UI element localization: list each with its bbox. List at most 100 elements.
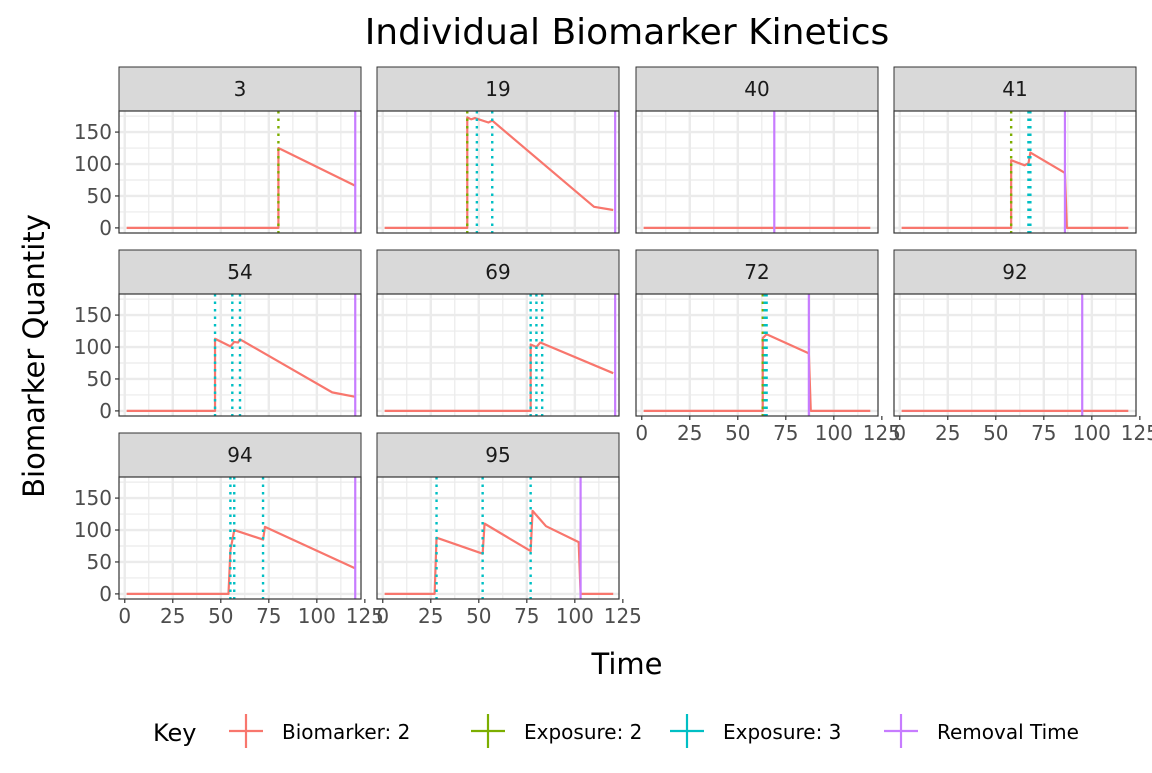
legend-entry: Exposure: 2 xyxy=(471,714,642,748)
facet-strip-label: 92 xyxy=(1002,260,1027,284)
x-tick-label: 100 xyxy=(815,421,853,445)
x-tick-label: 125 xyxy=(346,604,384,628)
legend-entries: Biomarker: 2 Exposure: 2 Exposure: 3 Remova… xyxy=(229,714,1079,748)
facet-panel-19: 19 xyxy=(376,66,620,234)
biomarker-line xyxy=(384,509,614,595)
y-tick-label: 100 xyxy=(74,335,112,359)
x-tick-label: 50 xyxy=(725,421,750,445)
facet-strip xyxy=(893,66,1137,112)
plot-content xyxy=(377,111,619,233)
plot-content xyxy=(377,477,619,599)
facet-panel-92: 92 0 25 50 75 100 125 xyxy=(893,249,1152,445)
x-tick-label: 125 xyxy=(863,421,901,445)
facet-strip xyxy=(118,249,362,295)
panel-border xyxy=(893,110,1137,234)
facet-panel-94: 94 0 50 100 150 0 25 50 75 100 125 xyxy=(74,432,384,628)
panel-border xyxy=(118,293,362,417)
y-tick-label: 150 xyxy=(74,120,112,144)
legend-entry: Removal Time xyxy=(884,714,1079,748)
x-tick-label: 0 xyxy=(118,604,131,628)
legend-label: Exposure: 3 xyxy=(723,720,841,744)
panel-border xyxy=(118,110,362,234)
legend-title: Key xyxy=(153,719,197,747)
facet-strip xyxy=(635,249,879,295)
panel-border xyxy=(376,293,620,417)
x-tick-label: 75 xyxy=(256,604,281,628)
x-tick-label: 50 xyxy=(208,604,233,628)
x-tick-label: 125 xyxy=(604,604,642,628)
facet-strip-label: 41 xyxy=(1002,77,1027,101)
panel-border xyxy=(118,476,362,600)
facet-strip-label: 19 xyxy=(485,77,510,101)
plot-content xyxy=(894,294,1136,416)
legend-entry: Exposure: 3 xyxy=(670,714,841,748)
x-tick-label: 75 xyxy=(1031,421,1056,445)
facet-strip xyxy=(893,249,1137,295)
y-tick-label: 50 xyxy=(87,550,112,574)
plot-area xyxy=(894,294,1136,416)
panel-border xyxy=(635,110,879,234)
facet-panel-72: 72 0 25 50 75 100 125 xyxy=(635,249,901,445)
facet-panel-41: 41 xyxy=(893,66,1137,234)
y-axis-title: Biomarker Quantity xyxy=(17,214,51,498)
x-tick-label: 25 xyxy=(160,604,185,628)
x-tick-label: 25 xyxy=(418,604,443,628)
facet-strip-label: 69 xyxy=(485,260,510,284)
panel-border xyxy=(893,293,1137,417)
chart-title: Individual Biomarker Kinetics xyxy=(365,12,890,53)
panel-border xyxy=(635,293,879,417)
plot-content xyxy=(119,294,361,416)
biomarker-line xyxy=(901,151,1129,229)
x-tick-label: 125 xyxy=(1121,421,1152,445)
x-tick-label: 0 xyxy=(635,421,648,445)
x-tick-label: 100 xyxy=(556,604,594,628)
facet-strip-label: 72 xyxy=(744,260,769,284)
legend-entry: Biomarker: 2 xyxy=(229,714,410,748)
facet-strip xyxy=(376,249,620,295)
plot-area xyxy=(377,477,619,599)
x-axis-title: Time xyxy=(591,647,663,681)
facet-strip xyxy=(118,66,362,112)
plot-content xyxy=(636,111,878,233)
legend: Key Biomarker: 2 Exposure: 2 Exposure: 3 Re… xyxy=(153,714,1079,748)
plot-area xyxy=(636,294,878,416)
biomarker-line xyxy=(126,337,356,412)
y-tick-label: 100 xyxy=(74,152,112,176)
biomarker-line xyxy=(384,341,614,412)
facet-panel-40: 40 xyxy=(635,66,879,234)
x-tick-label: 50 xyxy=(466,604,491,628)
facet-strip xyxy=(376,432,620,478)
plot-area xyxy=(119,111,361,233)
plot-content xyxy=(377,294,619,416)
x-tick-label: 25 xyxy=(677,421,702,445)
y-tick-label: 0 xyxy=(99,582,112,606)
x-tick-label: 75 xyxy=(514,604,539,628)
facet-strip xyxy=(635,66,879,112)
biomarker-line xyxy=(384,116,614,229)
plot-area xyxy=(377,111,619,233)
facet-panels: 3 0 50 100 150 19 40 41 54 0 50 100 150 69 72 0 25 50 75 10… xyxy=(74,66,1152,628)
facet-strip-label: 94 xyxy=(227,443,252,467)
y-tick-label: 150 xyxy=(74,303,112,327)
facet-strip-label: 54 xyxy=(227,260,252,284)
x-tick-label: 25 xyxy=(935,421,960,445)
plot-area xyxy=(894,111,1136,233)
y-tick-label: 0 xyxy=(99,216,112,240)
facet-strip-label: 40 xyxy=(744,77,769,101)
y-tick-label: 50 xyxy=(87,367,112,391)
plot-area xyxy=(119,477,361,599)
panel-border xyxy=(376,110,620,234)
x-tick-label: 100 xyxy=(298,604,336,628)
facet-strip xyxy=(376,66,620,112)
facet-panel-3: 3 0 50 100 150 xyxy=(74,66,362,240)
x-tick-label: 100 xyxy=(1073,421,1111,445)
facet-strip-label: 3 xyxy=(234,77,247,101)
y-tick-label: 150 xyxy=(74,486,112,510)
panel-border xyxy=(376,476,620,600)
legend-label: Removal Time xyxy=(937,720,1079,744)
facet-panel-54: 54 0 50 100 150 xyxy=(74,249,362,423)
y-tick-label: 100 xyxy=(74,518,112,542)
x-tick-label: 50 xyxy=(983,421,1008,445)
